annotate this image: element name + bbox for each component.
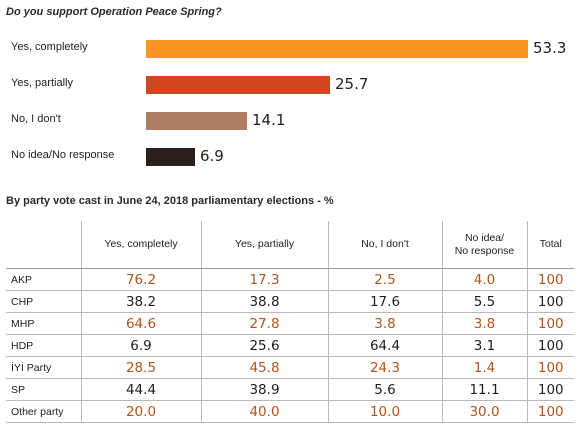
party-name-cell: AKP [6, 268, 81, 291]
value-cell: 4.0 [441, 268, 527, 291]
value-cell: 3.8 [441, 312, 527, 335]
bar [146, 76, 330, 94]
table-row: MHP 64.6 27.8 3.8 3.8 100 [6, 312, 574, 335]
value-cell: 100 [526, 400, 574, 423]
value-cell: 30.0 [441, 400, 527, 423]
party-table-title: By party vote cast in June 24, 2018 parl… [6, 195, 334, 207]
value-cell: 3.1 [441, 334, 527, 357]
bar-category-label: Yes, partially [11, 77, 73, 89]
value-cell: 38.8 [200, 290, 328, 313]
bar [146, 40, 528, 58]
party-table: Yes, completely Yes, partially No, I don't… [6, 221, 574, 423]
value-cell: 10.0 [327, 400, 442, 423]
value-cell: 27.8 [200, 312, 328, 335]
value-cell: 100 [526, 268, 574, 291]
table-row: Other party 20.0 40.0 10.0 30.0 100 [6, 400, 574, 423]
value-cell: 17.3 [200, 268, 328, 291]
value-cell: 45.8 [200, 356, 328, 379]
bar-row: No idea/No response 6.9 [0, 146, 576, 168]
bar-value-label: 53.3 [533, 39, 567, 57]
column-header: No idea/No response [441, 221, 527, 269]
value-cell: 28.5 [80, 356, 201, 379]
party-name-cell: Other party [6, 400, 81, 423]
table-row: İYİ Party 28.5 45.8 24.3 1.4 100 [6, 356, 574, 379]
table-row: HDP 6.9 25.6 64.4 3.1 100 [6, 334, 574, 357]
table-row: SP 44.4 38.9 5.6 11.1 100 [6, 378, 574, 401]
table-body: AKP 76.2 17.3 2.5 4.0 100 CHP 38.2 38.8 17.6 5.5 10… [6, 268, 574, 423]
bar [146, 148, 195, 166]
party-name-cell: HDP [6, 334, 81, 357]
value-cell: 100 [526, 356, 574, 379]
value-cell: 1.4 [441, 356, 527, 379]
party-name-cell: İYİ Party [6, 356, 81, 379]
value-cell: 76.2 [80, 268, 201, 291]
value-cell: 38.2 [80, 290, 201, 313]
value-cell: 11.1 [441, 378, 527, 401]
value-cell: 24.3 [327, 356, 442, 379]
column-header: Yes, completely [80, 221, 201, 269]
value-cell: 64.6 [80, 312, 201, 335]
value-cell: 17.6 [327, 290, 442, 313]
value-cell: 5.6 [327, 378, 442, 401]
party-name-cell: MHP [6, 312, 81, 335]
value-cell: 100 [526, 290, 574, 313]
bar-category-label: No, I don't [11, 113, 61, 125]
value-cell: 100 [526, 378, 574, 401]
column-header: Yes, partially [200, 221, 328, 269]
table-header-row: Yes, completely Yes, partially No, I don't… [6, 221, 574, 269]
column-header: Total [526, 221, 574, 269]
value-cell: 20.0 [80, 400, 201, 423]
table-row: CHP 38.2 38.8 17.6 5.5 100 [6, 290, 574, 313]
bar [146, 112, 247, 130]
column-header-party [6, 221, 81, 269]
value-cell: 44.4 [80, 378, 201, 401]
value-cell: 100 [526, 312, 574, 335]
value-cell: 40.0 [200, 400, 328, 423]
bar-row: Yes, partially 25.7 [0, 74, 576, 96]
party-name-cell: SP [6, 378, 81, 401]
bar-value-label: 25.7 [335, 75, 369, 93]
value-cell: 38.9 [200, 378, 328, 401]
table-row: AKP 76.2 17.3 2.5 4.0 100 [6, 268, 574, 291]
value-cell: 2.5 [327, 268, 442, 291]
value-cell: 5.5 [441, 290, 527, 313]
value-cell: 100 [526, 334, 574, 357]
bar-category-label: Yes, completely [11, 41, 88, 53]
bar-value-label: 6.9 [200, 147, 224, 165]
value-cell: 3.8 [327, 312, 442, 335]
bar-value-label: 14.1 [252, 111, 286, 129]
value-cell: 25.6 [200, 334, 328, 357]
bar-row: No, I don't 14.1 [0, 110, 576, 132]
bar-category-label: No idea/No response [11, 149, 115, 161]
column-header: No, I don't [327, 221, 442, 269]
value-cell: 6.9 [80, 334, 201, 357]
party-name-cell: CHP [6, 290, 81, 313]
bar-row: Yes, completely 53.3 [0, 38, 576, 60]
value-cell: 64.4 [327, 334, 442, 357]
support-chart-title: Do you support Operation Peace Spring? [6, 6, 222, 18]
